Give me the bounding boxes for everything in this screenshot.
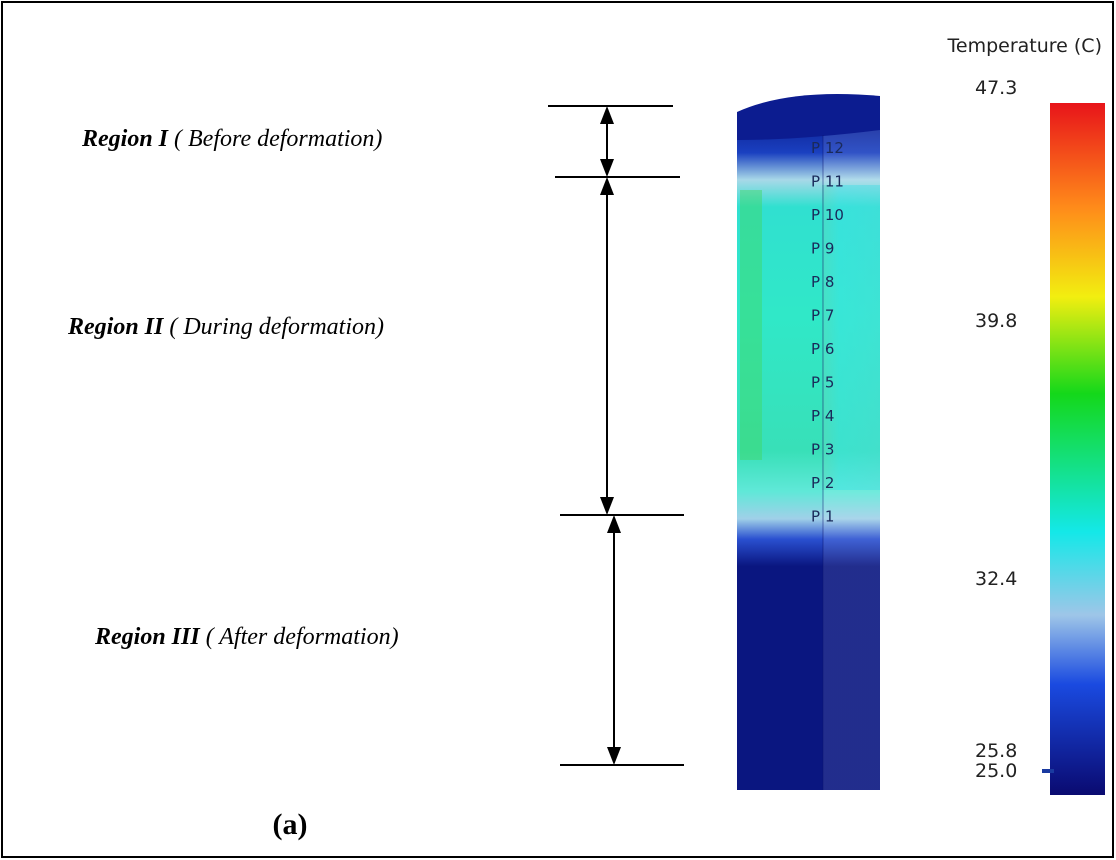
region-note: ( During deformation) — [169, 314, 384, 340]
region-name: Region III — [94, 624, 201, 650]
point-label: P 8 — [811, 273, 834, 291]
region-name: Region II — [67, 314, 165, 340]
specimen — [737, 94, 880, 790]
point-label: P 9 — [811, 240, 834, 258]
point-label: P 6 — [811, 340, 834, 358]
point-label: P 10 — [811, 206, 844, 224]
colorbar — [1050, 103, 1105, 795]
region-note: ( After deformation) — [206, 624, 399, 650]
arrow-heads — [600, 106, 621, 765]
region-name: Region I — [81, 126, 170, 152]
colorbar-title: Temperature (C) — [947, 35, 1103, 57]
region-note: ( Before deformation) — [174, 126, 382, 152]
point-label: P 7 — [811, 307, 834, 325]
colorbar-label: 25.0 — [975, 760, 1017, 782]
point-label: P 1 — [811, 508, 834, 526]
caption: (a) — [273, 808, 308, 841]
region-label: Region I ( Before deformation) — [81, 126, 382, 152]
point-label: P 5 — [811, 374, 834, 392]
region-label: Region III ( After deformation) — [94, 624, 399, 650]
point-label: P 3 — [811, 441, 834, 459]
point-label: P 12 — [811, 139, 844, 157]
colorbar-label: 32.4 — [975, 568, 1017, 590]
region-label: Region II ( During deformation) — [67, 314, 384, 340]
colorbar-label: 39.8 — [975, 310, 1017, 332]
dimension-lines — [548, 106, 684, 765]
colorbar-label: 47.3 — [975, 77, 1017, 99]
point-label: P 4 — [811, 407, 834, 425]
figure: Region I ( Before deformation) Region II… — [0, 0, 1116, 860]
point-label: P 11 — [811, 173, 844, 191]
colorbar-marker — [1042, 769, 1054, 773]
colorbar-label: 25.8 — [975, 740, 1017, 762]
point-label: P 2 — [811, 474, 834, 492]
